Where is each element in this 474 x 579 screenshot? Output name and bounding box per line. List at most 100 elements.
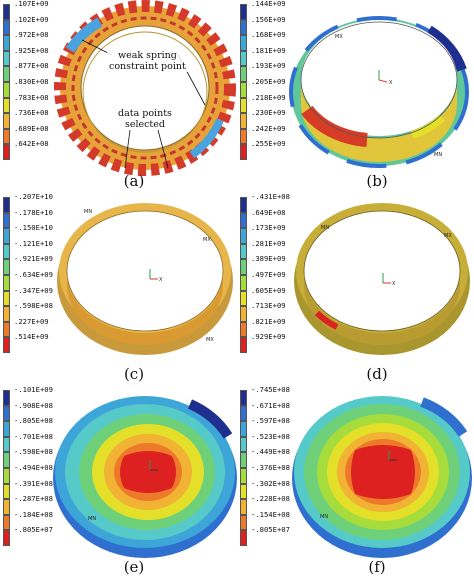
legend-swatch (240, 530, 247, 546)
ring-model-b: X MX MN (289, 16, 469, 168)
legend-swatch (3, 274, 10, 291)
legend-swatch (240, 35, 247, 51)
legend-swatch (240, 337, 247, 353)
legend-value: -.431E+08 (251, 192, 290, 201)
legend-swatch (3, 144, 10, 160)
legend-value: .218E+09 (251, 92, 286, 102)
legend-value: .107E+09 (14, 0, 49, 8)
legend-value: .102E+09 (14, 14, 49, 24)
svg-text:MN: MN (84, 209, 92, 215)
legend-swatch (240, 321, 247, 338)
legend-swatch (240, 306, 247, 322)
panel-f: -.745E+08 -.671E+08 -.597E+08 -.523E+08 -.44… (237, 385, 474, 579)
legend-value: .281E+09 (251, 238, 286, 248)
legend-swatch (240, 405, 247, 422)
legend-swatch (3, 259, 10, 275)
legend-swatch (3, 97, 10, 114)
svg-text:X: X (389, 80, 393, 86)
legend-value: .821E+09 (251, 316, 286, 326)
legend-value: -.101E+09 (14, 385, 53, 394)
legend-value: -.805E+08 (14, 416, 53, 426)
legend-value: .929E+09 (251, 332, 286, 342)
legend-swatch (3, 421, 10, 437)
legend-value: -.805E+07 (251, 525, 290, 535)
legend-swatch (3, 452, 10, 468)
legend-swatch (240, 197, 247, 213)
legend-value: .605E+09 (251, 285, 286, 295)
ring-model-d: X MN MX (294, 203, 470, 355)
legend-value: .649E+08 (251, 207, 286, 217)
panel-label-e: (e) (123, 558, 145, 576)
legend-swatch (3, 467, 10, 484)
legend-swatch (240, 243, 247, 260)
legend-value: -.598E+08 (14, 301, 53, 311)
legend-value: -.347E+09 (14, 285, 53, 295)
legend-swatch (240, 81, 247, 98)
legend-swatch (240, 499, 247, 515)
legend-swatch (3, 228, 10, 244)
legend-swatch (3, 128, 10, 145)
legend-swatch (3, 35, 10, 51)
legend-swatch (240, 4, 247, 20)
legend-swatch (3, 66, 10, 82)
legend-swatch (240, 483, 247, 500)
legend-value: .181E+09 (251, 45, 286, 55)
legend-swatch (3, 405, 10, 422)
legend-value: .972E+08 (14, 30, 49, 40)
legend-swatch (240, 290, 247, 307)
legend-value: -.494E+08 (14, 462, 53, 472)
disc-model-f: MN (292, 396, 472, 558)
legend-swatch (3, 290, 10, 307)
panel-b: .144E+09 .156E+09 .168E+09 .181E+09 .193E+09… (237, 0, 474, 193)
panel-a: .107E+09 .102E+09 .972E+08 .925E+08 .877E+08… (0, 0, 237, 193)
legend-swatch (240, 228, 247, 244)
legend-value: -.376E+08 (251, 462, 290, 472)
ring-model-a (54, 0, 236, 176)
svg-text:MN: MN (320, 514, 328, 520)
panel-c: -.207E+10 -.178E+10 -.150E+10 -.121E+10 -.92… (0, 192, 237, 386)
legend-value: -.207E+10 (14, 192, 53, 201)
legend-value: -.745E+08 (251, 385, 290, 394)
legend-value: .193E+09 (251, 61, 286, 71)
legend-value: .514E+09 (14, 332, 49, 342)
legend-value: .227E+09 (14, 316, 49, 326)
svg-text:MN: MN (434, 152, 442, 158)
legend-value: .877E+08 (14, 61, 49, 71)
legend-swatch (240, 390, 247, 406)
legend-swatch (240, 19, 247, 36)
legend-swatch (3, 243, 10, 260)
svg-text:X: X (159, 277, 163, 283)
legend-value: -.121E+10 (14, 238, 53, 248)
legend-swatch (3, 436, 10, 453)
legend-value: -.671E+08 (251, 400, 290, 410)
legend-value: .689E+08 (14, 123, 49, 133)
legend-swatch (3, 306, 10, 322)
legend-value: -.228E+08 (251, 494, 290, 504)
legend-swatch (3, 212, 10, 229)
legend-value: -.302E+08 (251, 478, 290, 488)
legend-value: .144E+09 (251, 0, 286, 8)
panel-label-a: (a) (123, 172, 145, 190)
legend-value: .230E+09 (251, 108, 286, 118)
legend-value: .242E+09 (251, 123, 286, 133)
svg-text:MN: MN (321, 225, 329, 231)
legend-swatch (3, 530, 10, 546)
legend-swatch (3, 321, 10, 338)
legend-swatch (240, 452, 247, 468)
legend-value: -.523E+08 (251, 431, 290, 441)
svg-text:X: X (392, 281, 396, 287)
legend-value: -.634E+09 (14, 269, 53, 279)
legend-value: .255E+09 (251, 139, 286, 149)
legend-value: -.701E+08 (14, 431, 53, 441)
legend-value: -.178E+10 (14, 207, 53, 217)
legend-swatch (3, 514, 10, 531)
panel-label-d: (d) (366, 365, 388, 383)
ring-model-c: X MN MX MX (57, 203, 233, 355)
legend-value: -.921E+09 (14, 254, 53, 264)
legend-swatch (240, 66, 247, 82)
legend-swatch (240, 514, 247, 531)
legend-swatch (3, 81, 10, 98)
legend-swatch (240, 144, 247, 160)
legend-value: .925E+08 (14, 45, 49, 55)
legend-swatch (240, 212, 247, 229)
